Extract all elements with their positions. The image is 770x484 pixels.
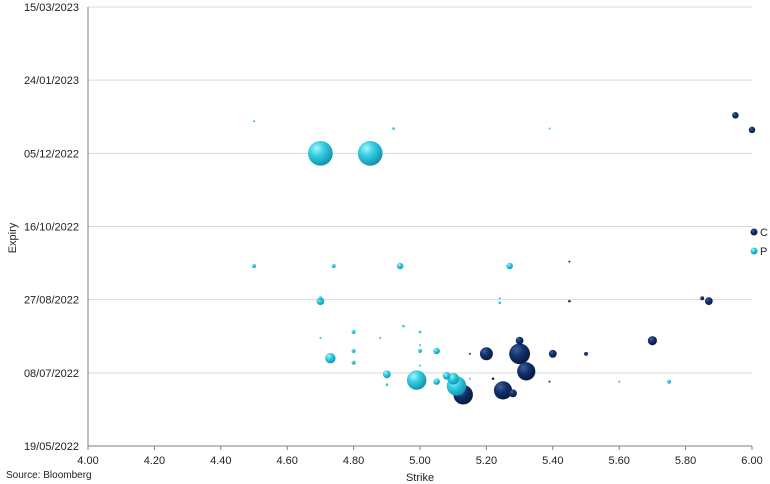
bubble-c — [568, 299, 571, 303]
y-tick-label: 08/07/2022 — [24, 368, 79, 380]
x-tick-label: 5.40 — [542, 455, 563, 467]
bubble-p — [506, 262, 513, 270]
bubble-p — [618, 380, 621, 383]
legend-label-p: P — [760, 246, 767, 258]
y-tick-label: 24/01/2023 — [24, 75, 79, 87]
x-tick-label: 4.60 — [276, 455, 297, 467]
bubble-p — [418, 330, 422, 334]
x-tick-label: 4.20 — [144, 455, 165, 467]
bubble-c — [704, 297, 713, 306]
bubble-p — [385, 383, 389, 386]
bubble-c — [479, 347, 493, 361]
bubble-p — [406, 370, 427, 390]
bubble-c — [491, 377, 495, 380]
bubble-p — [419, 364, 421, 367]
y-tick-label: 19/05/2022 — [24, 441, 79, 453]
bubble-p — [351, 360, 356, 365]
bubble-p — [418, 348, 422, 353]
bubble-p — [351, 329, 356, 334]
bubble-c — [509, 389, 517, 398]
x-tick-label: 5.00 — [409, 455, 430, 467]
bubble-c — [700, 296, 705, 301]
y-tick-label: 27/08/2022 — [24, 295, 79, 307]
legend-marker-c — [750, 228, 758, 236]
bubble-c — [517, 362, 536, 381]
bubble-p — [331, 264, 336, 268]
bubble-p — [253, 120, 255, 123]
x-axis-title: Strike — [406, 472, 434, 484]
bubble-p — [308, 140, 333, 166]
bubble-p — [316, 297, 325, 306]
bubble-c — [509, 343, 530, 365]
bubble-p — [396, 262, 404, 270]
source-note: Source: Bloomberg — [6, 470, 92, 481]
bubble-p — [419, 344, 421, 347]
bubble-c — [568, 260, 571, 263]
x-tick-label: 4.00 — [77, 455, 98, 467]
bubble-c — [732, 112, 739, 119]
y-tick-label: 05/12/2022 — [24, 148, 79, 160]
bubble-p — [379, 336, 382, 339]
bubbles — [252, 112, 756, 405]
bubble-p — [548, 127, 551, 130]
legend-label-c: C — [760, 227, 768, 239]
bubble-c — [647, 336, 657, 346]
bubble-c — [493, 381, 513, 400]
bubble-p — [252, 264, 256, 268]
bubble-p — [433, 378, 440, 385]
bubble-c — [584, 351, 588, 356]
x-tick-label: 4.80 — [343, 455, 364, 467]
y-tick-label: 16/10/2022 — [24, 222, 79, 234]
bubble-c — [515, 336, 524, 345]
legend-marker-p — [750, 247, 758, 255]
bubble-p — [498, 297, 501, 300]
bubble-p — [318, 296, 323, 301]
bubble-p — [382, 370, 391, 379]
x-tick-label: 4.40 — [210, 455, 231, 467]
x-tick-label: 5.20 — [476, 455, 497, 467]
bubble-p — [325, 353, 336, 364]
x-tick-label: 5.80 — [675, 455, 696, 467]
bubble-p — [319, 336, 322, 339]
bubble-c — [548, 349, 557, 358]
series-c — [453, 112, 756, 405]
x-tick-label: 5.60 — [608, 455, 629, 467]
bubble-p — [392, 127, 395, 130]
x-tick-label: 6.00 — [741, 455, 762, 467]
legend: CP — [750, 227, 768, 258]
bubble-p — [433, 347, 440, 355]
bubble-c — [748, 126, 756, 134]
x-axis-ticks: 4.00 4.20 4.40 4.60 4.80 5.00 5.20 5.40 5.60 5.80… — [77, 446, 763, 467]
y-tick-label: 15/03/2023 — [24, 2, 79, 14]
series-p — [252, 120, 671, 396]
bubble-c — [548, 380, 551, 383]
bubble-p — [498, 301, 501, 304]
bubble-c — [468, 352, 471, 355]
bubble-p — [402, 324, 405, 328]
bubble-p — [357, 140, 383, 166]
y-axis-ticks: 19/05/2022 08/07/2022 27/08/2022 16/10/2022… — [24, 2, 79, 453]
gridlines — [88, 6, 752, 374]
y-axis-title: Expiry — [7, 222, 19, 253]
bubble-p — [442, 371, 451, 380]
bubble-p — [351, 348, 356, 353]
bubble-p — [468, 377, 471, 380]
bubble-p — [667, 379, 671, 384]
